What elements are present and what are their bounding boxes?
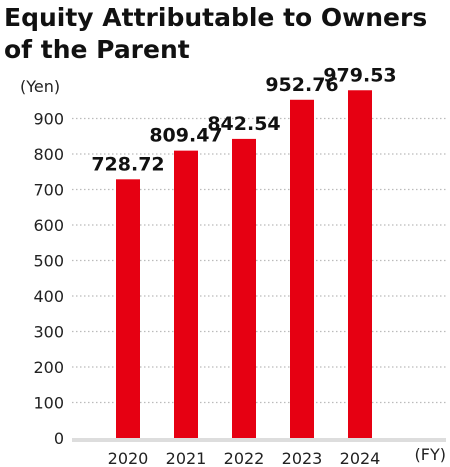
y-tick-label-400: 400 — [33, 287, 64, 306]
x-tick-label-2021: 2021 — [166, 449, 207, 467]
x-tick-label-2024: 2024 — [340, 449, 381, 467]
x-tick-label-2022: 2022 — [224, 449, 265, 467]
y-tick-label-300: 300 — [33, 323, 64, 342]
y-tick-label-600: 600 — [33, 216, 64, 235]
data-label-2021: 809.47 — [149, 125, 222, 147]
y-axis-label: (Yen) — [20, 77, 60, 96]
x-axis-ticks: 2020 2021 2022 2023 2024 — [108, 449, 381, 467]
x-tick-label-2020: 2020 — [108, 449, 149, 467]
data-label-2020: 728.72 — [91, 153, 164, 175]
y-tick-label-200: 200 — [33, 358, 64, 377]
y-axis-ticks: 0 100 200 300 400 500 600 700 800 900 — [33, 110, 64, 449]
bar-2024 — [348, 90, 372, 439]
x-tick-label-2023: 2023 — [282, 449, 323, 467]
y-tick-label-100: 100 — [33, 394, 64, 413]
bar-2023 — [290, 99, 314, 438]
y-tick-label-0: 0 — [54, 429, 64, 448]
y-tick-label-700: 700 — [33, 181, 64, 200]
chart-title: Equity Attributable to Owners of the Par… — [4, 3, 428, 64]
data-label-2023: 952.76 — [265, 74, 338, 96]
data-label-2024: 979.53 — [323, 64, 396, 86]
bar-2020 — [116, 179, 140, 439]
bars — [116, 90, 372, 439]
y-tick-label-500: 500 — [33, 252, 64, 271]
bar-2022 — [232, 138, 256, 438]
x-axis-label: (FY) — [415, 445, 446, 464]
data-label-2022: 842.54 — [207, 113, 280, 135]
x-axis-baseline — [72, 438, 446, 442]
bar-2021 — [174, 150, 198, 438]
y-tick-label-800: 800 — [33, 145, 64, 164]
y-tick-label-900: 900 — [33, 110, 64, 129]
